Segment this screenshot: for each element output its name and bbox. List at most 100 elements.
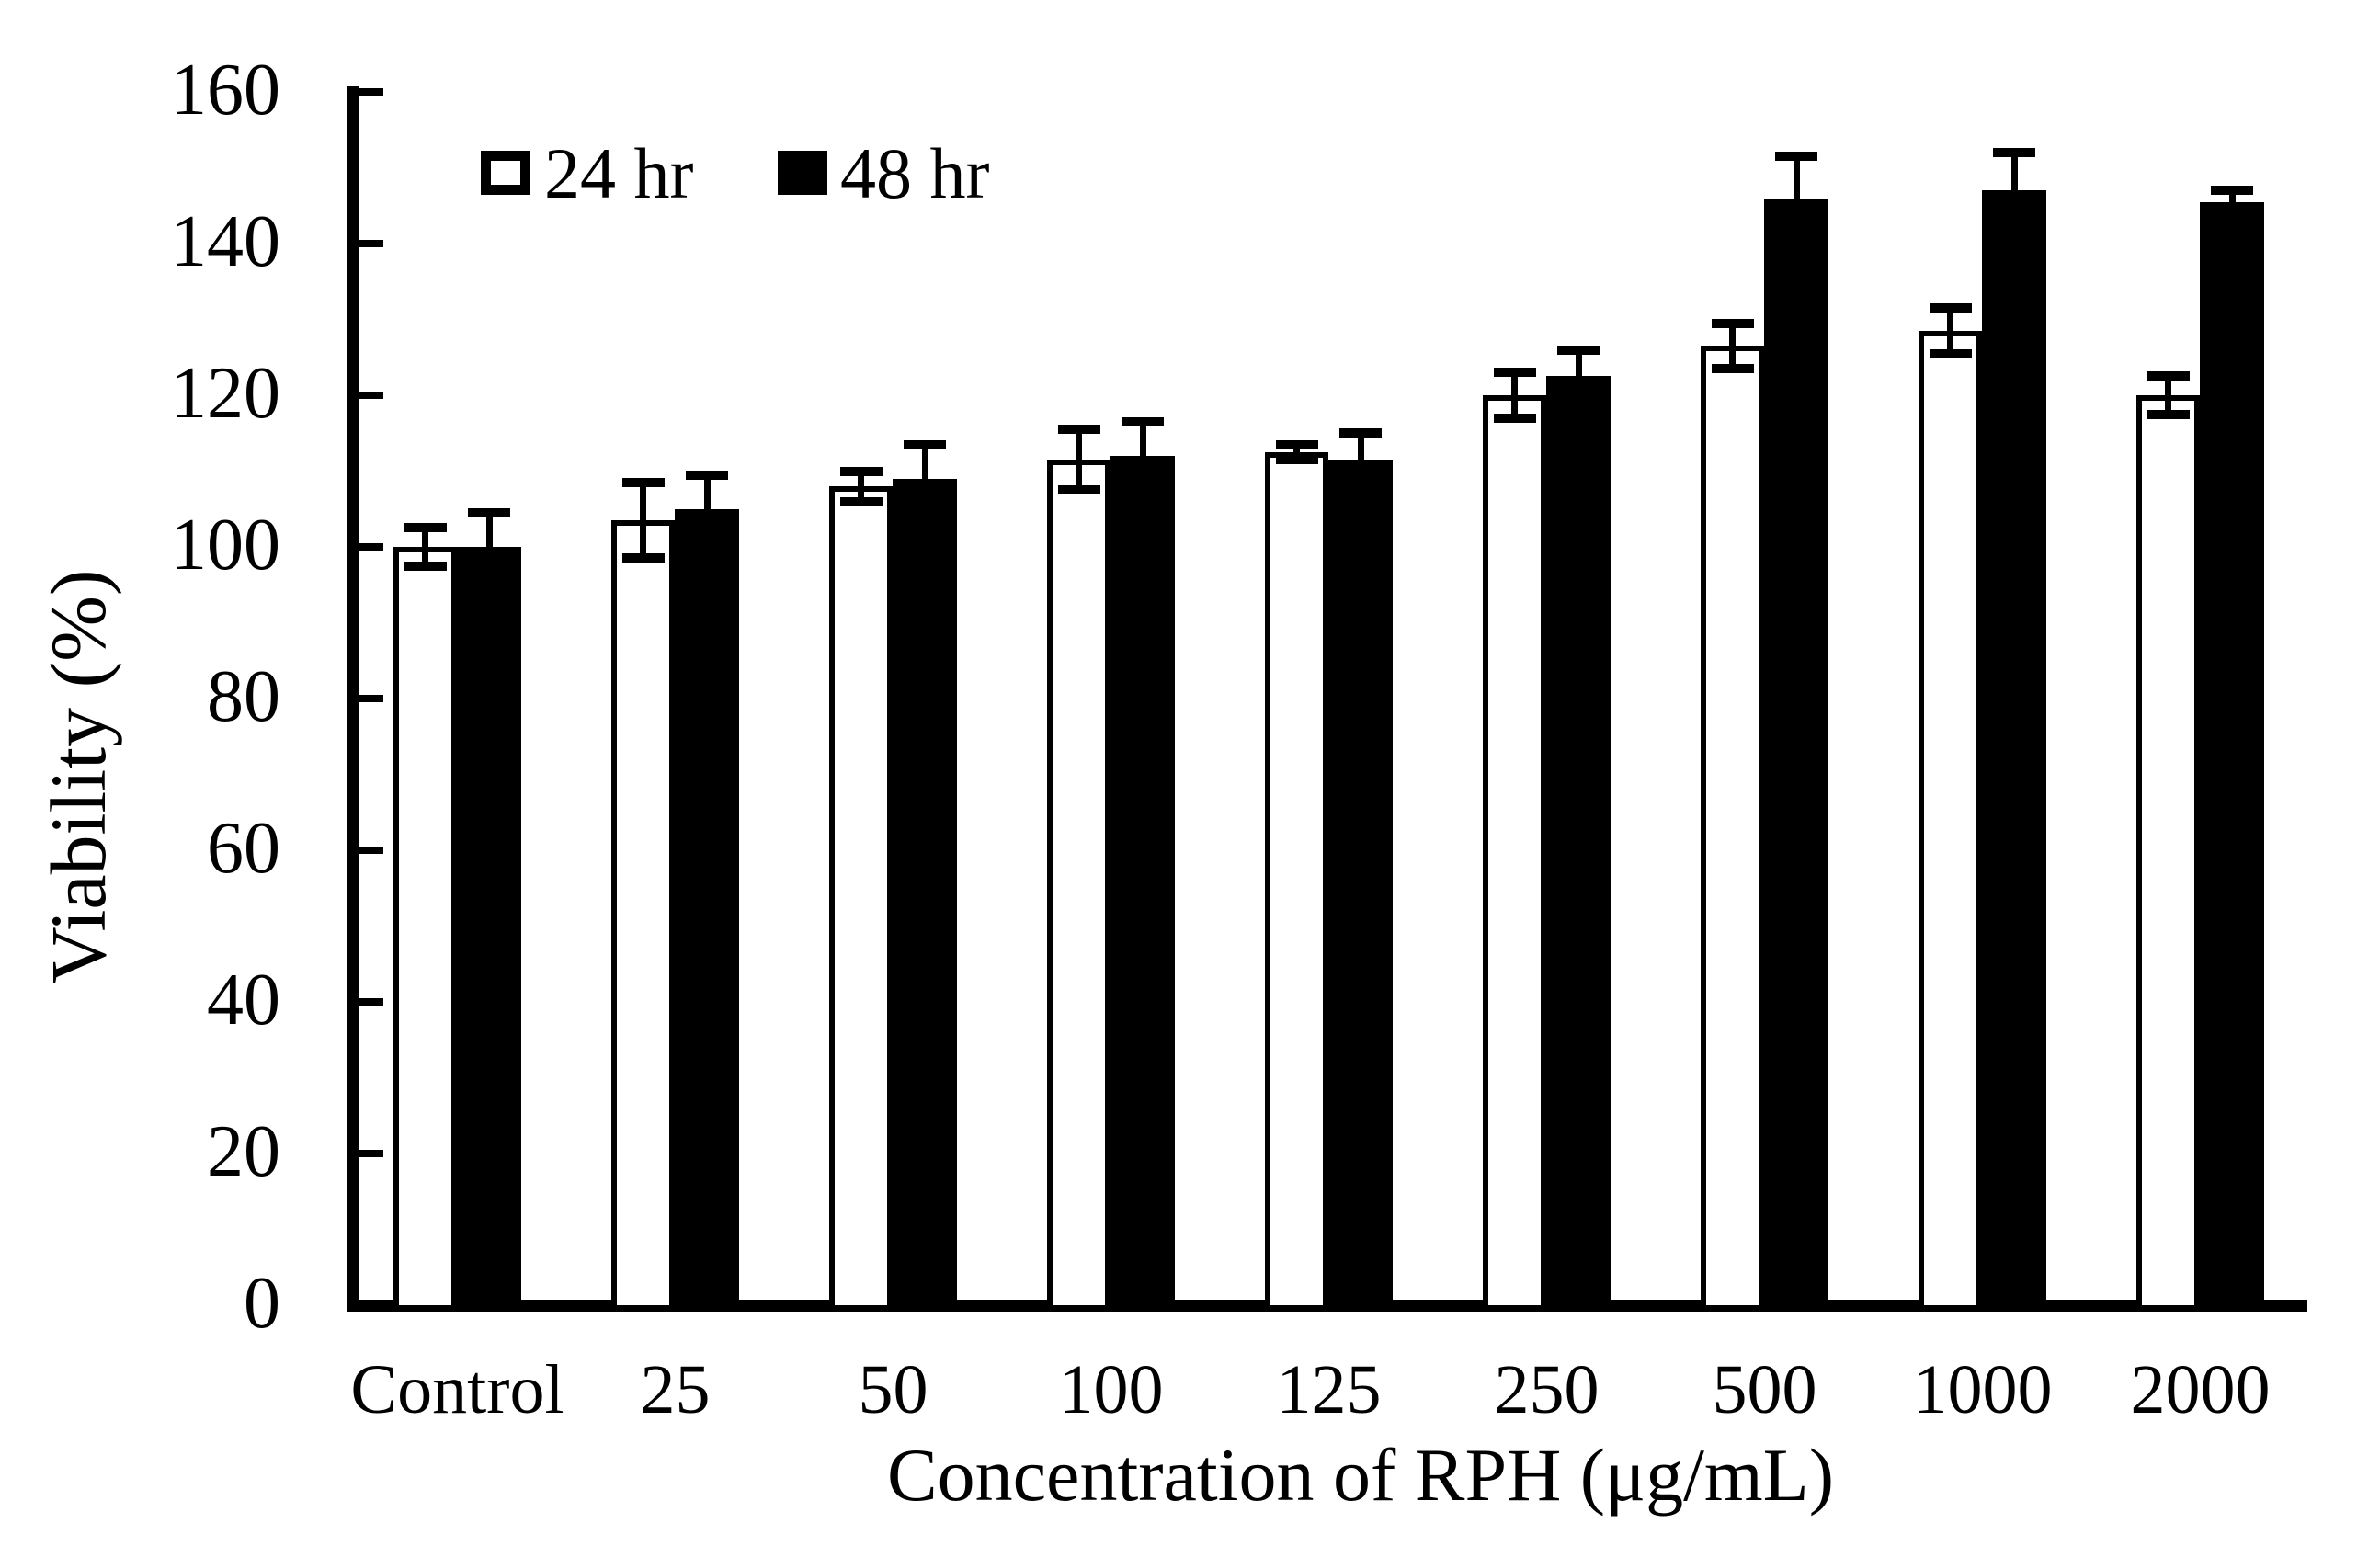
bar-24hr-50 <box>829 486 893 1311</box>
legend-label-24hr: 24 hr <box>544 133 694 213</box>
y-tick-160 <box>359 88 383 96</box>
bar-48hr-2000 <box>2200 201 2264 1311</box>
legend-swatch-24hr <box>481 151 530 195</box>
x-category-label-2000: 2000 <box>2130 1351 2271 1428</box>
error-cap-top-24hr-Control <box>404 523 447 533</box>
y-tick-80 <box>359 695 383 702</box>
error-bar-48hr-Control <box>485 512 493 582</box>
y-tick-20 <box>359 1150 383 1157</box>
error-bar-48hr-250 <box>1575 349 1582 404</box>
error-bar-24hr-50 <box>858 471 864 502</box>
x-category-label-250: 250 <box>1494 1351 1600 1428</box>
y-tick-label-100: 100 <box>170 505 280 585</box>
x-category-label-125: 125 <box>1276 1351 1382 1428</box>
error-cap-top-24hr-25 <box>621 477 665 487</box>
error-cap-top-24hr-250 <box>1493 368 1536 378</box>
bar-24hr-125 <box>1265 451 1328 1311</box>
error-cap-top-48hr-25 <box>686 470 728 480</box>
error-bar-24hr-100 <box>1076 429 1082 491</box>
error-cap-bottom-24hr-500 <box>1711 364 1754 374</box>
error-cap-bottom-48hr-1000 <box>1993 223 2035 233</box>
error-cap-top-48hr-1000 <box>1993 148 2035 157</box>
y-tick-120 <box>359 392 383 399</box>
bar-48hr-250 <box>1546 376 1611 1311</box>
y-tick-label-160: 160 <box>170 50 280 131</box>
error-cap-bottom-24hr-Control <box>404 561 447 571</box>
error-cap-bottom-24hr-50 <box>839 496 883 506</box>
error-cap-bottom-48hr-50 <box>904 507 946 517</box>
bar-24hr-2000 <box>2136 395 2200 1311</box>
bar-24hr-250 <box>1483 395 1546 1311</box>
bar-48hr-25 <box>675 508 739 1311</box>
error-cap-bottom-48hr-2000 <box>2211 209 2253 218</box>
error-bar-24hr-2000 <box>2165 376 2171 415</box>
bar-48hr-50 <box>893 478 957 1311</box>
error-cap-top-24hr-2000 <box>2147 371 2190 381</box>
y-axis-title: Viability (%) <box>34 569 122 984</box>
y-tick-label-80: 80 <box>207 656 280 737</box>
error-cap-top-24hr-100 <box>1057 425 1100 435</box>
error-cap-top-48hr-500 <box>1775 152 1817 162</box>
x-category-label-500: 500 <box>1712 1351 1817 1428</box>
y-tick-label-140: 140 <box>170 201 280 282</box>
error-cap-top-48hr-Control <box>468 507 510 517</box>
error-bar-24hr-250 <box>1511 372 1518 418</box>
legend-swatch-48hr <box>778 151 827 195</box>
bar-48hr-100 <box>1110 456 1175 1311</box>
error-cap-top-24hr-125 <box>1275 439 1318 449</box>
error-cap-bottom-48hr-500 <box>1775 234 1817 244</box>
y-tick-40 <box>359 998 383 1006</box>
error-cap-bottom-48hr-100 <box>1122 485 1164 495</box>
error-bar-24hr-Control <box>422 528 428 566</box>
y-tick-label-20: 20 <box>207 1111 280 1192</box>
error-cap-top-48hr-50 <box>904 439 946 449</box>
error-cap-bottom-24hr-25 <box>621 553 665 563</box>
y-tick-60 <box>359 847 383 854</box>
error-bar-24hr-25 <box>640 482 646 559</box>
error-bar-48hr-50 <box>921 444 928 513</box>
y-tick-label-60: 60 <box>207 808 280 889</box>
y-tick-label-0: 0 <box>244 1263 280 1344</box>
bar-48hr-500 <box>1764 198 1828 1311</box>
y-tick-100 <box>359 543 383 551</box>
bar-48hr-1000 <box>1982 190 2046 1311</box>
error-cap-top-48hr-250 <box>1557 345 1600 355</box>
x-axis-title: Concentration of RPH (μg/mL) <box>886 1433 1835 1517</box>
error-cap-top-24hr-50 <box>839 466 883 476</box>
x-category-label-25: 25 <box>640 1351 711 1428</box>
x-category-label-1000: 1000 <box>1912 1351 2053 1428</box>
error-cap-top-48hr-100 <box>1122 416 1164 426</box>
error-cap-bottom-24hr-250 <box>1493 413 1536 423</box>
error-bar-48hr-25 <box>703 474 711 543</box>
bar-24hr-500 <box>1701 346 1764 1311</box>
error-bar-48hr-125 <box>1357 433 1364 486</box>
error-cap-bottom-48hr-Control <box>468 576 510 586</box>
error-cap-top-24hr-1000 <box>1929 303 1972 313</box>
bar-24hr-Control <box>393 547 457 1311</box>
y-axis-line <box>347 86 359 1312</box>
error-bar-24hr-1000 <box>1947 308 1953 354</box>
error-bar-48hr-2000 <box>2228 190 2236 213</box>
bar-24hr-25 <box>611 520 675 1311</box>
bar-48hr-125 <box>1328 460 1393 1311</box>
error-cap-top-48hr-2000 <box>2211 186 2253 196</box>
error-bar-48hr-500 <box>1793 156 1800 240</box>
error-cap-bottom-24hr-1000 <box>1929 348 1972 358</box>
error-cap-bottom-24hr-125 <box>1275 455 1318 465</box>
y-tick-label-120: 120 <box>170 353 280 434</box>
error-cap-bottom-24hr-2000 <box>2147 409 2190 419</box>
bar-24hr-100 <box>1047 460 1110 1311</box>
bar-24hr-1000 <box>1919 330 1982 1311</box>
x-category-label-100: 100 <box>1058 1351 1164 1428</box>
error-bar-48hr-100 <box>1139 421 1146 491</box>
x-category-label-50: 50 <box>858 1351 928 1428</box>
x-category-label-Control: Control <box>350 1351 564 1428</box>
y-tick-label-40: 40 <box>207 960 280 1040</box>
error-cap-top-24hr-500 <box>1711 318 1754 328</box>
error-cap-bottom-48hr-125 <box>1339 482 1382 491</box>
error-bar-48hr-1000 <box>2010 153 2018 229</box>
error-cap-bottom-48hr-250 <box>1557 398 1600 408</box>
error-bar-24hr-125 <box>1293 444 1300 460</box>
error-cap-bottom-48hr-25 <box>686 538 728 548</box>
